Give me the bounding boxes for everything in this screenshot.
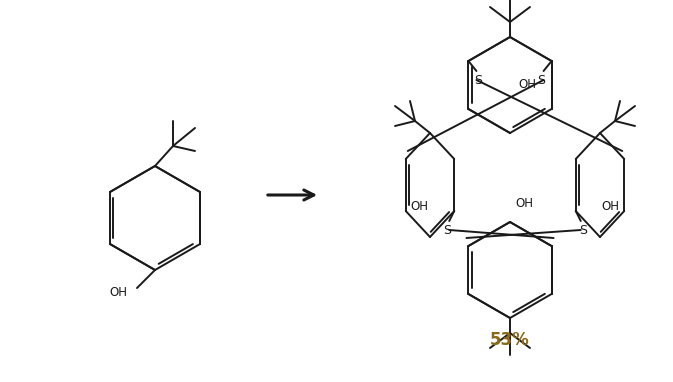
- Text: 53%: 53%: [490, 331, 530, 349]
- Text: S: S: [538, 74, 546, 87]
- Text: S: S: [474, 74, 483, 87]
- Text: S: S: [579, 224, 587, 237]
- Text: OH: OH: [411, 199, 429, 212]
- Text: S: S: [444, 224, 452, 237]
- Text: OH: OH: [109, 285, 127, 298]
- Text: OH: OH: [515, 197, 533, 210]
- Text: OH: OH: [601, 199, 619, 212]
- Text: OH: OH: [518, 78, 536, 91]
